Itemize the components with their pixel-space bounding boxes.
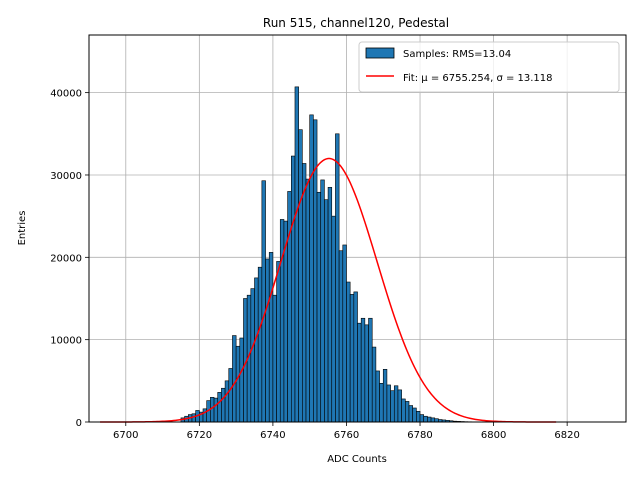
histogram-bar xyxy=(320,179,325,423)
x-tick-label: 6760 xyxy=(334,430,359,441)
x-axis-ticks: 6700 6720 6740 6760 6780 6800 6820 xyxy=(113,422,580,441)
histogram-bar xyxy=(335,133,340,423)
x-tick-label: 6800 xyxy=(481,430,506,441)
histogram-bar xyxy=(261,180,266,423)
x-tick-label: 6780 xyxy=(407,430,432,441)
histogram-bar xyxy=(287,191,292,423)
histogram-bar xyxy=(302,163,307,423)
histogram-bar xyxy=(401,398,406,423)
histogram-bar xyxy=(423,415,428,423)
histogram-bar xyxy=(272,294,277,423)
histogram-bar xyxy=(342,244,347,423)
histogram-bar xyxy=(390,390,395,423)
y-tick-label: 20000 xyxy=(50,253,82,264)
histogram-bar xyxy=(405,401,410,423)
histogram-bar xyxy=(228,368,233,423)
histogram-bar xyxy=(412,407,417,423)
histogram-bar xyxy=(309,114,314,423)
histogram-bar xyxy=(368,317,373,423)
histogram-bar xyxy=(316,191,322,423)
histogram-bar xyxy=(382,369,388,423)
legend-fit-label: Fit: μ = 6755.254, σ = 13.118 xyxy=(403,73,553,84)
histogram-bar xyxy=(213,397,219,423)
x-axis-label: ADC Counts xyxy=(327,454,387,465)
histogram-bar xyxy=(324,199,329,423)
histogram-bar xyxy=(250,288,255,423)
y-tick-label: 40000 xyxy=(50,89,82,100)
histogram-bar xyxy=(202,408,207,423)
histogram-bar xyxy=(268,252,274,423)
x-tick-label: 6820 xyxy=(554,430,579,441)
histogram-bars xyxy=(180,86,476,423)
histogram-bar xyxy=(257,266,263,423)
x-tick-label: 6700 xyxy=(113,430,138,441)
legend-samples-swatch xyxy=(365,47,395,59)
y-axis-label: Entries xyxy=(17,211,28,246)
y-tick-label: 10000 xyxy=(50,336,82,347)
histogram-bar xyxy=(364,324,369,423)
histogram-bar xyxy=(397,389,402,423)
histogram-bar xyxy=(276,261,281,423)
histogram-bar xyxy=(408,405,413,423)
histogram-bar xyxy=(360,317,366,423)
histogram-bar xyxy=(217,392,222,423)
histogram-bar xyxy=(331,215,336,423)
plot-frame xyxy=(88,34,627,423)
histogram-bar xyxy=(313,119,318,423)
histogram-bar xyxy=(419,414,425,423)
histogram-bar xyxy=(279,219,285,423)
histogram-bar xyxy=(357,322,362,423)
histogram-bar xyxy=(254,277,259,423)
histogram-bar xyxy=(353,291,358,423)
histogram-bar xyxy=(386,384,391,423)
histogram-bar xyxy=(239,337,244,423)
y-tick-label: 30000 xyxy=(50,171,82,182)
histogram-bar xyxy=(232,335,237,423)
histogram-bar xyxy=(327,187,333,423)
histogram-bar xyxy=(294,86,299,423)
histogram-bar xyxy=(375,370,380,423)
histogram-bar xyxy=(346,281,351,423)
histogram-bar xyxy=(427,416,432,423)
x-tick-label: 6720 xyxy=(187,430,212,441)
legend: Samples: RMS=13.04 Fit: μ = 6755.254, σ … xyxy=(358,41,620,93)
y-tick-label: 0 xyxy=(76,418,82,429)
fit-curve xyxy=(100,157,557,423)
histogram-bar xyxy=(393,385,399,423)
legend-samples-label: Samples: RMS=13.04 xyxy=(403,49,511,60)
histogram-bar xyxy=(379,382,384,423)
histogram-bar xyxy=(290,155,296,423)
y-axis-ticks: 0 10000 20000 30000 40000 xyxy=(50,89,89,429)
histogram-bar xyxy=(305,178,310,423)
histogram-bar xyxy=(416,410,421,423)
histogram-bar xyxy=(298,129,303,423)
histogram-bar xyxy=(371,346,377,423)
histogram-bar xyxy=(224,380,230,423)
histogram-bar xyxy=(430,417,436,423)
chart-title: Run 515, channel120, Pedestal xyxy=(263,16,449,30)
histogram-bar xyxy=(338,250,344,423)
histogram-bar xyxy=(265,258,270,423)
x-tick-label: 6740 xyxy=(260,430,285,441)
legend-box xyxy=(358,41,620,93)
histogram-bar xyxy=(349,294,355,423)
histogram-bar xyxy=(235,345,241,423)
histogram-bar xyxy=(221,387,226,423)
